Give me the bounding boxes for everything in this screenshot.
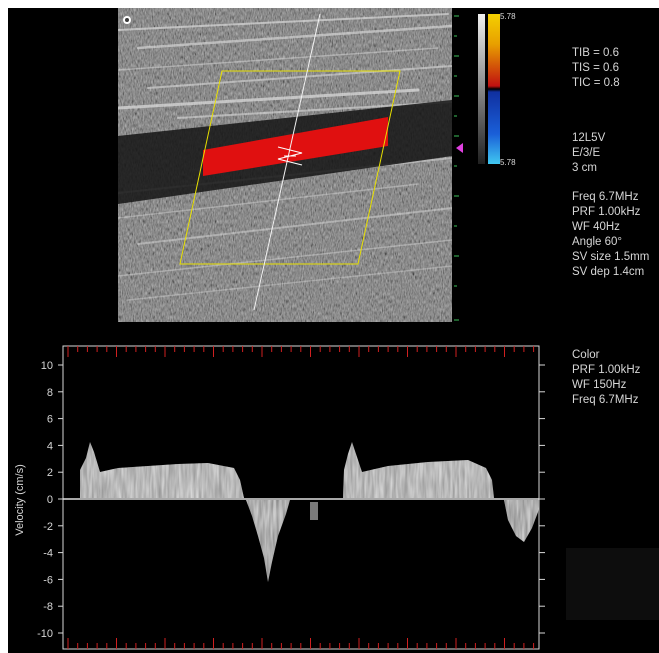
y-tick-label: 8 bbox=[47, 387, 53, 399]
doppler-cursor-line bbox=[253, 13, 321, 311]
focus-marker-icon bbox=[456, 143, 463, 153]
sv-size-value: SV size 1.5mm bbox=[572, 251, 650, 263]
depth-scale bbox=[454, 15, 463, 321]
color-scale-top-value: 5.78 bbox=[500, 12, 516, 21]
y-tick-label: 10 bbox=[41, 360, 53, 372]
color-flow-region bbox=[203, 117, 388, 176]
blank-panel bbox=[566, 548, 659, 620]
spectral-waveform bbox=[80, 442, 539, 582]
y-tick-label: -4 bbox=[43, 548, 53, 560]
color-scale-gradient bbox=[478, 14, 500, 164]
y-tick-label: 6 bbox=[47, 414, 53, 426]
depth-value: 3 cm bbox=[572, 162, 597, 174]
acquisition-parameters: TIB = 0.6 TIS = 0.6 TIC = 0.8 12L5V E/3/… bbox=[572, 46, 649, 280]
b-mode-image bbox=[118, 8, 452, 322]
y-tick-label: 0 bbox=[47, 494, 53, 506]
ultrasound-display: 5.78 5.78 TIB = 0.6 TIS = 0.6 TIC = 0.8 … bbox=[8, 8, 659, 653]
tib-value: TIB = 0.6 bbox=[572, 47, 619, 59]
color-scale-bottom-value: 5.78 bbox=[500, 158, 516, 167]
color-velocity-scale: 5.78 5.78 bbox=[478, 12, 534, 174]
y-tick-label: -2 bbox=[43, 521, 53, 533]
y-axis-label: Velocity (cm/s) bbox=[14, 464, 26, 536]
y-tick-label: 2 bbox=[47, 467, 53, 479]
freq-value: Freq 6.7MHz bbox=[572, 191, 639, 203]
color-box bbox=[179, 70, 401, 265]
probe-name: 12L5V bbox=[572, 132, 606, 144]
angle-value: Angle 60° bbox=[572, 236, 622, 248]
orientation-marker-icon bbox=[123, 16, 131, 24]
color-freq-value: Freq 6.7MHz bbox=[572, 394, 639, 406]
sv-dep-value: SV dep 1.4cm bbox=[572, 266, 645, 278]
color-wf-value: WF 150Hz bbox=[572, 379, 627, 391]
color-parameters: Color PRF 1.00kHz WF 150Hz Freq 6.7MHz bbox=[572, 348, 640, 408]
tis-value: TIS = 0.6 bbox=[572, 62, 619, 74]
color-title: Color bbox=[572, 349, 600, 361]
color-prf-value: PRF 1.00kHz bbox=[572, 364, 641, 376]
doppler-spectrum: 10 8 6 4 2 0 -2 -4 -6 -8 -10 Velocity (cm/s) bbox=[14, 345, 545, 650]
mode-value: E/3/E bbox=[572, 147, 601, 159]
y-tick-label: 4 bbox=[47, 440, 53, 452]
velocity-axis: 10 8 6 4 2 0 -2 -4 -6 -8 -10 bbox=[37, 360, 545, 640]
tic-value: TIC = 0.8 bbox=[572, 77, 620, 89]
y-tick-label: -8 bbox=[43, 601, 53, 613]
prf-value: PRF 1.00kHz bbox=[572, 206, 641, 218]
sample-volume-gate bbox=[277, 146, 303, 166]
y-tick-label: -10 bbox=[37, 628, 53, 640]
wf-value: WF 40Hz bbox=[572, 221, 620, 233]
y-tick-label: -6 bbox=[43, 574, 53, 586]
